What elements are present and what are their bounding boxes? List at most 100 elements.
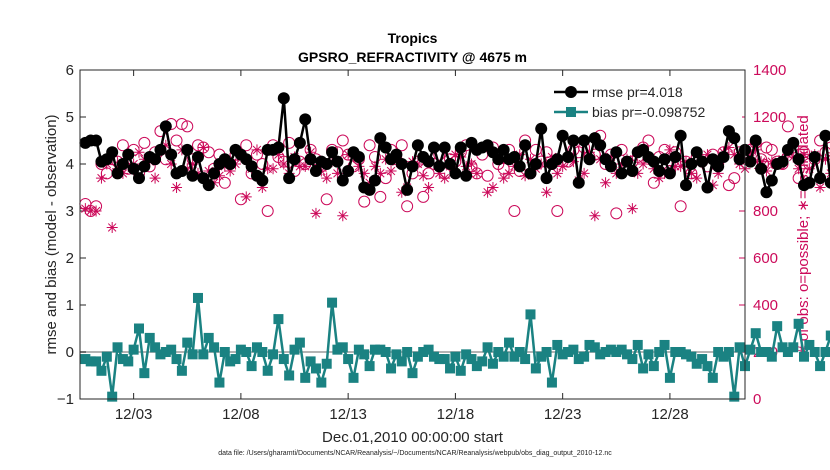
- assimilated-obs-marker: [755, 156, 767, 168]
- bias-marker: [595, 349, 606, 360]
- assimilated-obs-marker: [664, 144, 676, 156]
- assimilated-obs-marker: [637, 158, 649, 170]
- legend-bias-label: bias pr=-0.098752: [592, 104, 705, 120]
- y-tick-label-left: 3: [66, 203, 74, 220]
- assimilated-obs-marker: [240, 191, 252, 203]
- assimilated-obs-marker: [653, 172, 665, 184]
- rmse-marker: [224, 158, 237, 170]
- y-tick-label-left: −1: [57, 391, 74, 408]
- rmse-marker: [572, 176, 585, 189]
- bias-marker: [412, 351, 423, 362]
- bias-marker: [198, 349, 209, 360]
- bias-marker: [214, 377, 225, 388]
- bias-marker: [96, 365, 107, 376]
- bias-marker: [804, 339, 815, 350]
- assimilated-obs-marker: [197, 142, 209, 154]
- rmse-marker: [106, 146, 119, 159]
- assimilated-obs-marker: [160, 139, 172, 151]
- rmse-marker: [578, 134, 591, 147]
- rmse-marker: [331, 155, 344, 168]
- x-tick-label: 12/18: [437, 406, 475, 423]
- assimilated-obs-marker: [567, 156, 579, 168]
- bias-marker: [584, 339, 595, 350]
- bias-marker: [766, 351, 777, 362]
- assimilated-obs-marker: [750, 144, 762, 156]
- y-axis-label-right: # of obs: o=possible; ∗=assimilated: [795, 115, 812, 354]
- bias-marker: [225, 356, 236, 367]
- possible-obs-marker: [116, 139, 129, 152]
- rmse-marker: [401, 183, 414, 196]
- y-tick-label-left: 2: [66, 250, 74, 267]
- assimilated-obs-marker: [95, 172, 107, 184]
- assimilated-obs-marker: [798, 149, 810, 161]
- bias-marker: [702, 361, 713, 372]
- rmse-marker: [326, 146, 339, 159]
- bias-marker: [353, 344, 364, 355]
- bias-marker: [203, 332, 214, 343]
- assimilated-obs-marker: [583, 146, 595, 158]
- rmse-marker: [621, 155, 634, 168]
- bias-marker: [611, 347, 622, 357]
- bias-marker: [386, 363, 397, 374]
- rmse-marker: [116, 158, 129, 170]
- possible-obs-marker: [760, 141, 773, 154]
- chart-subtitle: GPSRO_REFRACTIVITY @ 4675 m: [298, 49, 527, 65]
- assimilated-obs-marker: [433, 167, 445, 179]
- bias-marker: [643, 349, 654, 360]
- bias-marker: [85, 356, 96, 367]
- rmse-marker: [733, 153, 746, 166]
- bias-marker: [391, 349, 402, 360]
- bias-marker: [713, 347, 724, 357]
- bias-marker: [825, 330, 830, 341]
- y-tick-label-left: 4: [66, 156, 74, 173]
- possible-obs-marker: [481, 169, 494, 182]
- bias-marker: [396, 356, 407, 367]
- x-tick-label: 12/03: [115, 406, 153, 423]
- rmse-marker: [256, 174, 269, 187]
- bias-marker: [133, 323, 144, 334]
- bias-marker: [112, 342, 123, 353]
- possible-obs-marker: [240, 139, 253, 152]
- rmse-marker: [299, 113, 312, 126]
- bias-marker: [192, 292, 203, 303]
- rmse-marker: [685, 158, 698, 170]
- bias-marker: [525, 309, 536, 320]
- bias-marker: [600, 347, 611, 357]
- rmse-marker: [690, 146, 703, 159]
- assimilated-obs-marker: [600, 177, 612, 189]
- bias-marker: [310, 363, 321, 374]
- possible-obs-marker: [765, 143, 778, 156]
- bias-marker: [820, 347, 830, 357]
- bias-marker: [675, 347, 686, 357]
- possible-obs-marker: [401, 200, 414, 213]
- assimilated-obs-marker: [793, 163, 805, 175]
- bias-marker: [294, 337, 305, 348]
- y-tick-label-left: 1: [66, 297, 74, 314]
- assimilated-obs-marker: [814, 182, 826, 193]
- possible-obs-marker: [642, 134, 655, 147]
- bias-marker: [80, 354, 91, 365]
- plot-frame: [79, 69, 746, 400]
- bias-marker: [536, 351, 547, 362]
- assimilated-obs-marker: [503, 167, 515, 179]
- legend-bias-marker: [566, 107, 576, 117]
- bias-marker: [605, 344, 616, 355]
- rmse-marker: [390, 148, 403, 161]
- bias-marker: [187, 349, 198, 360]
- bias-marker: [144, 332, 155, 343]
- bias-marker: [627, 354, 638, 365]
- bias-marker: [723, 347, 734, 357]
- rmse-marker: [744, 155, 757, 168]
- rmse-marker: [680, 179, 693, 192]
- assimilated-obs-marker: [358, 167, 370, 179]
- bias-marker: [654, 347, 665, 357]
- possible-obs-marker: [138, 136, 151, 149]
- assimilated-obs-marker: [256, 182, 268, 193]
- legend-box: [552, 78, 742, 122]
- rmse-marker: [535, 122, 548, 135]
- bias-marker: [761, 347, 772, 357]
- bias-marker: [632, 339, 643, 350]
- assimilated-obs-marker: [819, 153, 830, 165]
- assimilated-obs-marker: [551, 167, 563, 179]
